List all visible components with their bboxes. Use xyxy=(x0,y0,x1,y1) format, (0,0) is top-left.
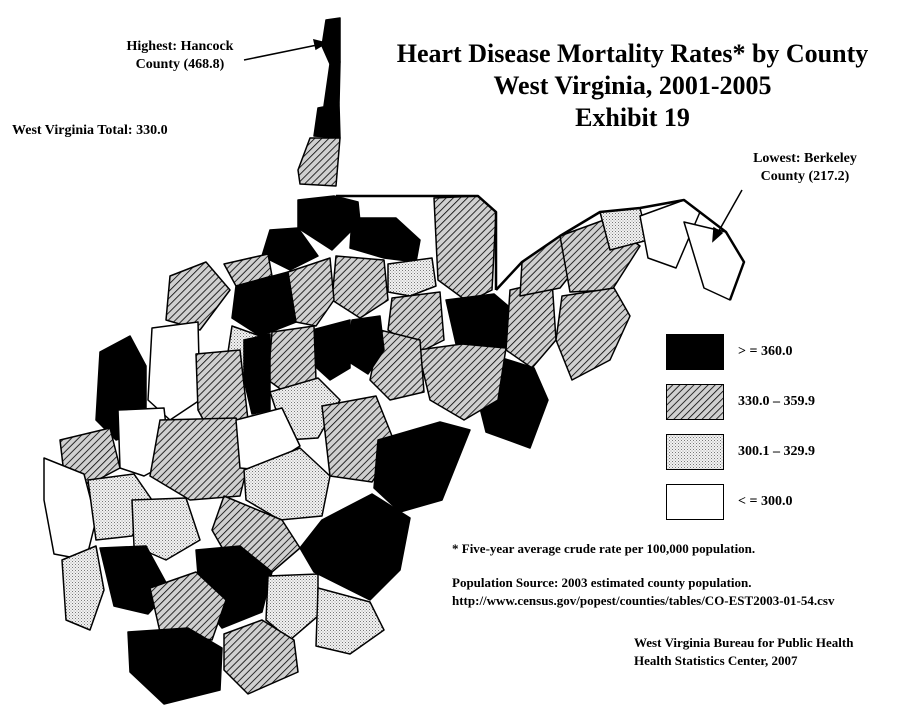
title-line-1: Heart Disease Mortality Rates* by County xyxy=(396,39,869,68)
county-boone xyxy=(131,497,201,561)
state-north-border xyxy=(336,194,498,290)
legend-label-high: > = 360.0 xyxy=(738,344,793,359)
county-pocahontas xyxy=(373,421,471,513)
title-line-3: Exhibit 19 xyxy=(575,103,690,132)
legend-swatch-solid xyxy=(666,334,724,370)
county-mercer xyxy=(223,619,299,695)
map-title: Heart Disease Mortality Rates* by County… xyxy=(360,38,905,134)
highest-callout-arrow xyxy=(243,38,328,61)
source-line-1: Population Source: 2003 estimated county… xyxy=(452,575,752,590)
legend-swatch-hatch xyxy=(666,384,724,420)
source-line-2: http://www.census.gov/popest/counties/ta… xyxy=(452,593,835,608)
state-total-label: West Virginia Total: 330.0 xyxy=(12,123,168,138)
county-doddridge xyxy=(287,257,335,327)
county-monongalia xyxy=(349,217,421,263)
county-tyler xyxy=(261,227,319,271)
county-calhoun xyxy=(243,333,271,415)
legend-swatch-white xyxy=(666,484,724,520)
county-wood xyxy=(165,261,231,331)
lowest-callout: Lowest: Berkeley County (217.2) xyxy=(730,150,880,186)
county-greenbrier xyxy=(299,493,411,601)
county-kanawha xyxy=(149,417,253,501)
highest-callout: Highest: Hancock County (468.8) xyxy=(100,38,260,74)
title-line-2: West Virginia, 2001-2005 xyxy=(493,71,772,100)
county-jackson xyxy=(147,321,201,421)
county-brooke xyxy=(323,61,341,107)
county-summers xyxy=(265,573,319,641)
county-berkeley xyxy=(639,199,701,269)
highest-callout-line-1: Highest: Hancock xyxy=(126,39,234,54)
county-mcdowell xyxy=(127,627,223,705)
county-ritchie xyxy=(231,271,297,337)
county-preston xyxy=(433,195,497,303)
county-marion xyxy=(331,255,389,319)
credit-line-2: Health Statistics Center, 2007 xyxy=(634,653,798,668)
county-monroe xyxy=(315,587,385,655)
county-randolph xyxy=(417,343,507,421)
legend-label-lower-mid: 300.1 – 329.9 xyxy=(738,444,815,459)
legend-label-upper-mid: 330.0 – 359.9 xyxy=(738,394,815,409)
county-ohio xyxy=(313,103,341,139)
county-hancock xyxy=(321,17,341,65)
credit-line-1: West Virginia Bureau for Public Health xyxy=(634,635,854,650)
state-east-border xyxy=(495,198,746,301)
lowest-callout-line-2: County (217.2) xyxy=(760,169,850,184)
legend-swatch-stipple xyxy=(666,434,724,470)
footnote: * Five-year average crude rate per 100,0… xyxy=(452,541,756,556)
county-hardy xyxy=(555,287,631,381)
county-nicholas xyxy=(243,447,331,521)
lowest-callout-line-1: Lowest: Berkeley xyxy=(753,151,857,166)
county-marshall xyxy=(297,137,341,187)
county-wyoming xyxy=(149,571,227,641)
county-mingo xyxy=(61,545,105,631)
lowest-callout-arrow xyxy=(712,189,743,243)
county-harrison-border xyxy=(387,257,437,297)
highest-callout-line-2: County (468.8) xyxy=(135,57,225,72)
legend-label-low: < = 300.0 xyxy=(738,494,793,509)
